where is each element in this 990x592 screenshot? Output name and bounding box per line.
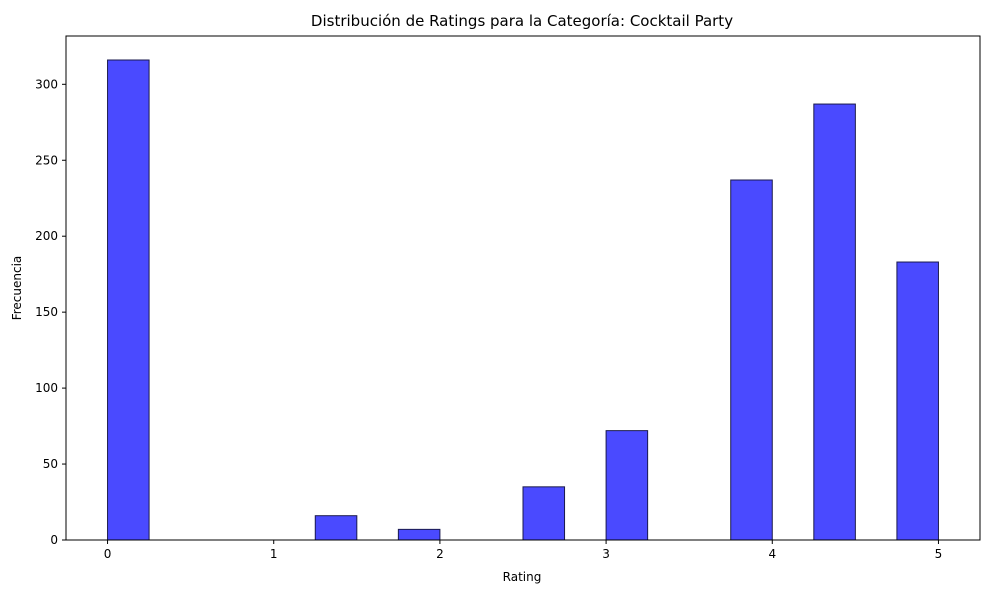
y-tick-label: 100	[35, 381, 58, 395]
y-tick-label: 300	[35, 77, 58, 91]
histogram-bar	[107, 59, 150, 541]
plot-frame	[65, 35, 981, 541]
histogram-bar	[813, 103, 856, 541]
histogram-bar	[896, 261, 939, 541]
x-tick-label: 4	[768, 547, 776, 561]
y-tick-label: 50	[43, 457, 58, 471]
x-tick-label: 5	[935, 547, 943, 561]
histogram-bar	[522, 486, 566, 541]
histogram-bar	[605, 430, 649, 541]
y-axis-ticks: 0 50 100 150 200 250 300	[35, 77, 66, 547]
x-axis-ticks: 0 1 2 3 4 5	[104, 540, 943, 561]
y-tick-label: 200	[35, 229, 58, 243]
x-tick-label: 2	[436, 547, 444, 561]
y-tick-label: 0	[50, 533, 58, 547]
chart-title: Distribución de Ratings para la Categorí…	[311, 12, 733, 30]
y-axis-label: Frecuencia	[10, 256, 24, 321]
y-tick-label: 250	[35, 153, 58, 167]
x-tick-label: 3	[602, 547, 610, 561]
histogram-bar	[314, 515, 358, 541]
bars-group	[107, 59, 939, 541]
histogram-bar	[397, 528, 441, 541]
histogram-bar	[730, 179, 773, 541]
x-tick-label: 0	[104, 547, 112, 561]
x-tick-label: 1	[270, 547, 278, 561]
x-axis-label: Rating	[503, 570, 542, 584]
y-tick-label: 150	[35, 305, 58, 319]
